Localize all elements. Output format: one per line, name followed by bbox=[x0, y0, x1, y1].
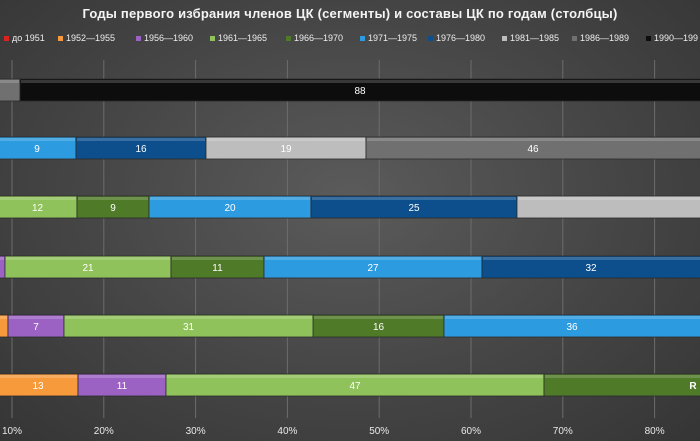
x-tick-label: 80% bbox=[645, 426, 665, 437]
legend-swatch bbox=[502, 35, 507, 41]
x-tick-label: 50% bbox=[369, 426, 389, 437]
segment-value-label: 11 bbox=[212, 263, 223, 274]
segment-value-label: R bbox=[689, 381, 697, 392]
bar-highlight bbox=[0, 138, 75, 141]
bar-segment bbox=[516, 195, 700, 219]
segment-value-label: 16 bbox=[373, 322, 385, 333]
bar-highlight bbox=[172, 257, 263, 260]
bar-segment bbox=[365, 136, 700, 160]
segment-value-label: 7 bbox=[33, 322, 39, 333]
bar-segment bbox=[443, 314, 700, 338]
x-tick-label: 40% bbox=[277, 426, 297, 437]
legend-swatch bbox=[428, 35, 433, 41]
legend-item: 1961—1965 bbox=[210, 33, 267, 43]
bar-highlight bbox=[150, 197, 310, 200]
chart-title: Годы первого избрания членов ЦК (сегмент… bbox=[82, 6, 618, 21]
bar-segment bbox=[19, 78, 700, 102]
segment-value-label: 16 bbox=[135, 144, 147, 155]
legend-label: 1961—1965 bbox=[218, 33, 268, 43]
bar-highlight bbox=[265, 257, 481, 260]
segment-value-label: 9 bbox=[110, 203, 116, 214]
legend-label: 1976—1980 bbox=[436, 33, 486, 43]
bar-highlight bbox=[65, 316, 312, 319]
bar-highlight bbox=[0, 257, 4, 260]
segment-value-label: 88 bbox=[354, 86, 366, 97]
bar-highlight bbox=[77, 138, 205, 141]
bar-highlight bbox=[79, 375, 165, 378]
bar-highlight bbox=[483, 257, 700, 260]
legend-item: 1986—1989 bbox=[572, 33, 629, 43]
segment-value-label: 9 bbox=[34, 144, 40, 155]
legend-swatch bbox=[360, 35, 365, 41]
segment-value-label: 47 bbox=[349, 381, 361, 392]
legend-label: 1971—1975 bbox=[368, 33, 418, 43]
legend-swatch bbox=[646, 35, 651, 41]
bar-highlight bbox=[6, 257, 170, 260]
legend-label: 1966—1970 bbox=[294, 33, 344, 43]
legend-item: 1971—1975 bbox=[360, 33, 417, 43]
legend-swatch bbox=[136, 35, 141, 41]
legend-swatch bbox=[4, 35, 9, 41]
segment-value-label: 13 bbox=[32, 381, 44, 392]
bar-segment bbox=[543, 373, 700, 397]
segment-value-label: 27 bbox=[367, 263, 379, 274]
legend-label: 1981—1985 bbox=[510, 33, 560, 43]
bar-highlight bbox=[312, 197, 516, 200]
legend-label: 1990—199 bbox=[654, 33, 699, 43]
bar-highlight bbox=[518, 197, 700, 200]
legend-swatch bbox=[58, 35, 63, 41]
legend-label: 1956—1960 bbox=[144, 33, 194, 43]
bar-highlight bbox=[445, 316, 700, 319]
bar-highlight bbox=[167, 375, 543, 378]
legend-swatch bbox=[286, 35, 291, 41]
legend-item: 1956—1960 bbox=[136, 33, 193, 43]
segment-value-label: 25 bbox=[408, 203, 420, 214]
bar-highlight bbox=[367, 138, 700, 141]
segment-value-label: 12 bbox=[32, 203, 44, 214]
bar-highlight bbox=[207, 138, 365, 141]
segment-value-label: 32 bbox=[585, 263, 597, 274]
segment-value-label: 31 bbox=[183, 322, 195, 333]
legend-item: 1976—1980 bbox=[428, 33, 485, 43]
legend-item: 1981—1985 bbox=[502, 33, 559, 43]
legend-label: до 1951 bbox=[12, 33, 45, 43]
legend-label: 1986—1989 bbox=[580, 33, 630, 43]
bar-segment bbox=[481, 255, 700, 279]
segment-value-label: 36 bbox=[566, 322, 578, 333]
bar-highlight bbox=[9, 316, 63, 319]
segment-value-label: 46 bbox=[527, 144, 539, 155]
bar-highlight bbox=[21, 80, 700, 83]
legend-swatch bbox=[572, 35, 577, 41]
legend-label: 1952—1955 bbox=[66, 33, 116, 43]
legend-swatch bbox=[210, 35, 215, 41]
bar-segment bbox=[63, 314, 314, 338]
segment-value-label: 20 bbox=[224, 203, 236, 214]
x-tick-label: 60% bbox=[461, 426, 481, 437]
legend-item: до 1951 bbox=[4, 33, 45, 43]
legend-item: 1966—1970 bbox=[286, 33, 343, 43]
bar-highlight bbox=[0, 316, 7, 319]
segment-value-label: 11 bbox=[117, 381, 128, 392]
bar-highlight bbox=[0, 375, 77, 378]
chart-legend: до 1951 1952—1955 1956—1960 1961—1965 1966—1… bbox=[0, 33, 700, 47]
x-tick-label: 20% bbox=[94, 426, 114, 437]
segment-value-label: 21 bbox=[82, 263, 94, 274]
bar-highlight bbox=[78, 197, 148, 200]
bar-highlight bbox=[545, 375, 700, 378]
bar-highlight bbox=[0, 197, 76, 200]
bar-highlight bbox=[0, 80, 19, 83]
x-tick-label: 70% bbox=[553, 426, 573, 437]
legend-item: 1990—199 bbox=[646, 33, 698, 43]
bar-highlight bbox=[314, 316, 443, 319]
segment-value-label: 19 bbox=[280, 144, 292, 155]
x-tick-label: 10% bbox=[2, 426, 22, 437]
x-tick-label: 30% bbox=[186, 426, 206, 437]
legend-item: 1952—1955 bbox=[58, 33, 115, 43]
